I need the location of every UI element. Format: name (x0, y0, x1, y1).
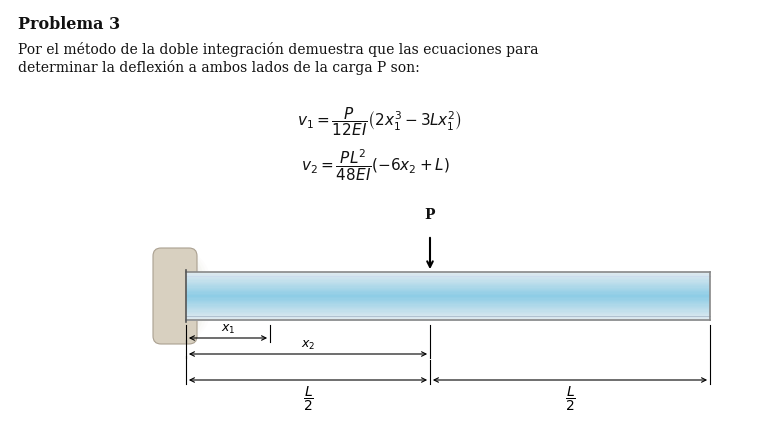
Bar (186, 298, 710, 300)
Bar (186, 297, 710, 299)
Bar (186, 277, 710, 278)
Bar (186, 309, 710, 311)
Bar (186, 308, 710, 310)
Bar (186, 312, 710, 313)
Bar (186, 293, 710, 295)
Text: Problema 3: Problema 3 (18, 16, 120, 33)
Text: $\dfrac{L}{2}$: $\dfrac{L}{2}$ (302, 385, 313, 413)
Text: determinar la deflexión a ambos lados de la carga P son:: determinar la deflexión a ambos lados de… (18, 60, 420, 75)
Bar (186, 279, 710, 281)
Bar (186, 281, 710, 282)
Bar (186, 307, 710, 309)
Bar (186, 291, 710, 293)
Bar (186, 272, 710, 274)
Bar (186, 288, 710, 289)
Bar (186, 295, 710, 297)
Bar (186, 310, 710, 312)
Bar (186, 276, 710, 277)
Ellipse shape (160, 251, 192, 341)
Bar (186, 274, 710, 276)
Bar (186, 289, 710, 290)
Text: $x_1$: $x_1$ (220, 323, 236, 336)
Bar (186, 273, 710, 275)
Bar (186, 286, 710, 288)
Text: P: P (425, 208, 435, 222)
Bar (186, 281, 710, 283)
Text: $x_2$: $x_2$ (301, 339, 315, 352)
Text: $v_1 = \dfrac{P}{12EI}\left(2x_1^3 - 3Lx_1^2\right)$: $v_1 = \dfrac{P}{12EI}\left(2x_1^3 - 3Lx… (297, 105, 463, 138)
Bar (186, 296, 710, 297)
Bar (186, 290, 710, 292)
Bar (186, 278, 710, 280)
Bar (186, 313, 710, 314)
Bar (186, 300, 710, 301)
Bar (186, 293, 710, 294)
Bar (186, 285, 710, 287)
Bar (186, 319, 710, 321)
Bar (186, 305, 710, 306)
Text: $\dfrac{L}{2}$: $\dfrac{L}{2}$ (565, 385, 575, 413)
Bar (186, 318, 710, 319)
Bar (186, 314, 710, 316)
Text: $v_2 = \dfrac{PL^2}{48EI}\left(-6x_2 + L\right)$: $v_2 = \dfrac{PL^2}{48EI}\left(-6x_2 + L… (300, 148, 449, 183)
Bar (186, 302, 710, 304)
Bar (186, 316, 710, 318)
Bar (186, 315, 710, 317)
Bar (186, 284, 710, 286)
Text: Por el método de la doble integración demuestra que las ecuaciones para: Por el método de la doble integración de… (18, 42, 539, 57)
Bar (186, 283, 710, 285)
Bar (186, 303, 710, 305)
Ellipse shape (160, 251, 199, 341)
Bar (186, 301, 710, 302)
FancyBboxPatch shape (153, 248, 197, 344)
Bar (186, 306, 710, 307)
Ellipse shape (160, 251, 196, 341)
Ellipse shape (161, 251, 189, 341)
